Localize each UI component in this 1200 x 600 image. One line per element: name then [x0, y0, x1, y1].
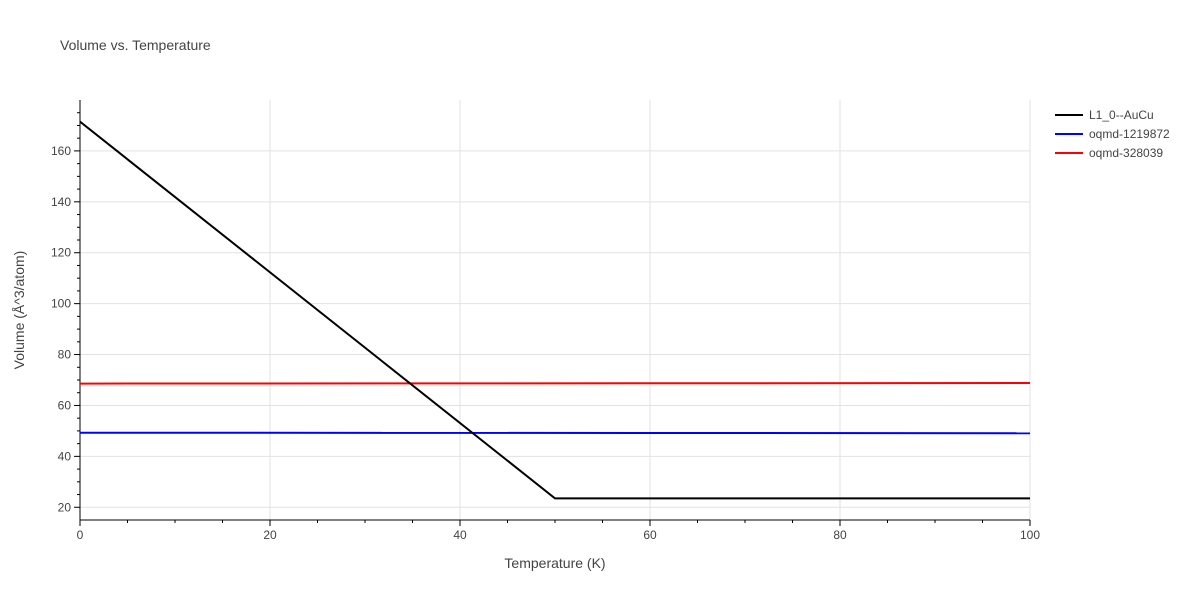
y-tick-label: 160: [51, 144, 71, 158]
y-tick-label: 80: [58, 348, 72, 362]
x-tick-label: 60: [643, 528, 657, 542]
x-tick-label: 20: [263, 528, 277, 542]
axes: 0 20 40 60 80 100 20 40 60 80 100 120 140 160: [51, 100, 1040, 542]
legend-label: oqmd-1219872: [1089, 127, 1170, 141]
x-tick-label: 100: [1020, 528, 1040, 542]
y-tick-label: 120: [51, 246, 71, 260]
series-line: [79, 382, 1031, 385]
series-line: [79, 120, 1030, 500]
series-line: [79, 431, 1031, 435]
y-tick-label: 60: [58, 398, 72, 412]
gridlines: [79, 100, 1031, 520]
y-tick-label: 20: [58, 500, 72, 514]
series-lines: [79, 120, 1031, 500]
legend-label: oqmd-328039: [1089, 146, 1163, 160]
chart-title: Volume vs. Temperature: [60, 37, 211, 53]
legend-label: L1_0--AuCu: [1089, 108, 1154, 122]
y-tick-label: 140: [51, 195, 71, 209]
x-tick-label: 40: [453, 528, 467, 542]
y-tick-label: 40: [58, 449, 72, 463]
legend[interactable]: L1_0--AuCu oqmd-1219872 oqmd-328039: [1055, 108, 1170, 160]
x-axis-title: Temperature (K): [504, 555, 605, 571]
y-tick-label: 100: [51, 297, 71, 311]
x-tick-label: 0: [77, 528, 84, 542]
y-axis-title: Volume (Å^3/atom): [11, 251, 27, 370]
x-tick-label: 80: [833, 528, 847, 542]
